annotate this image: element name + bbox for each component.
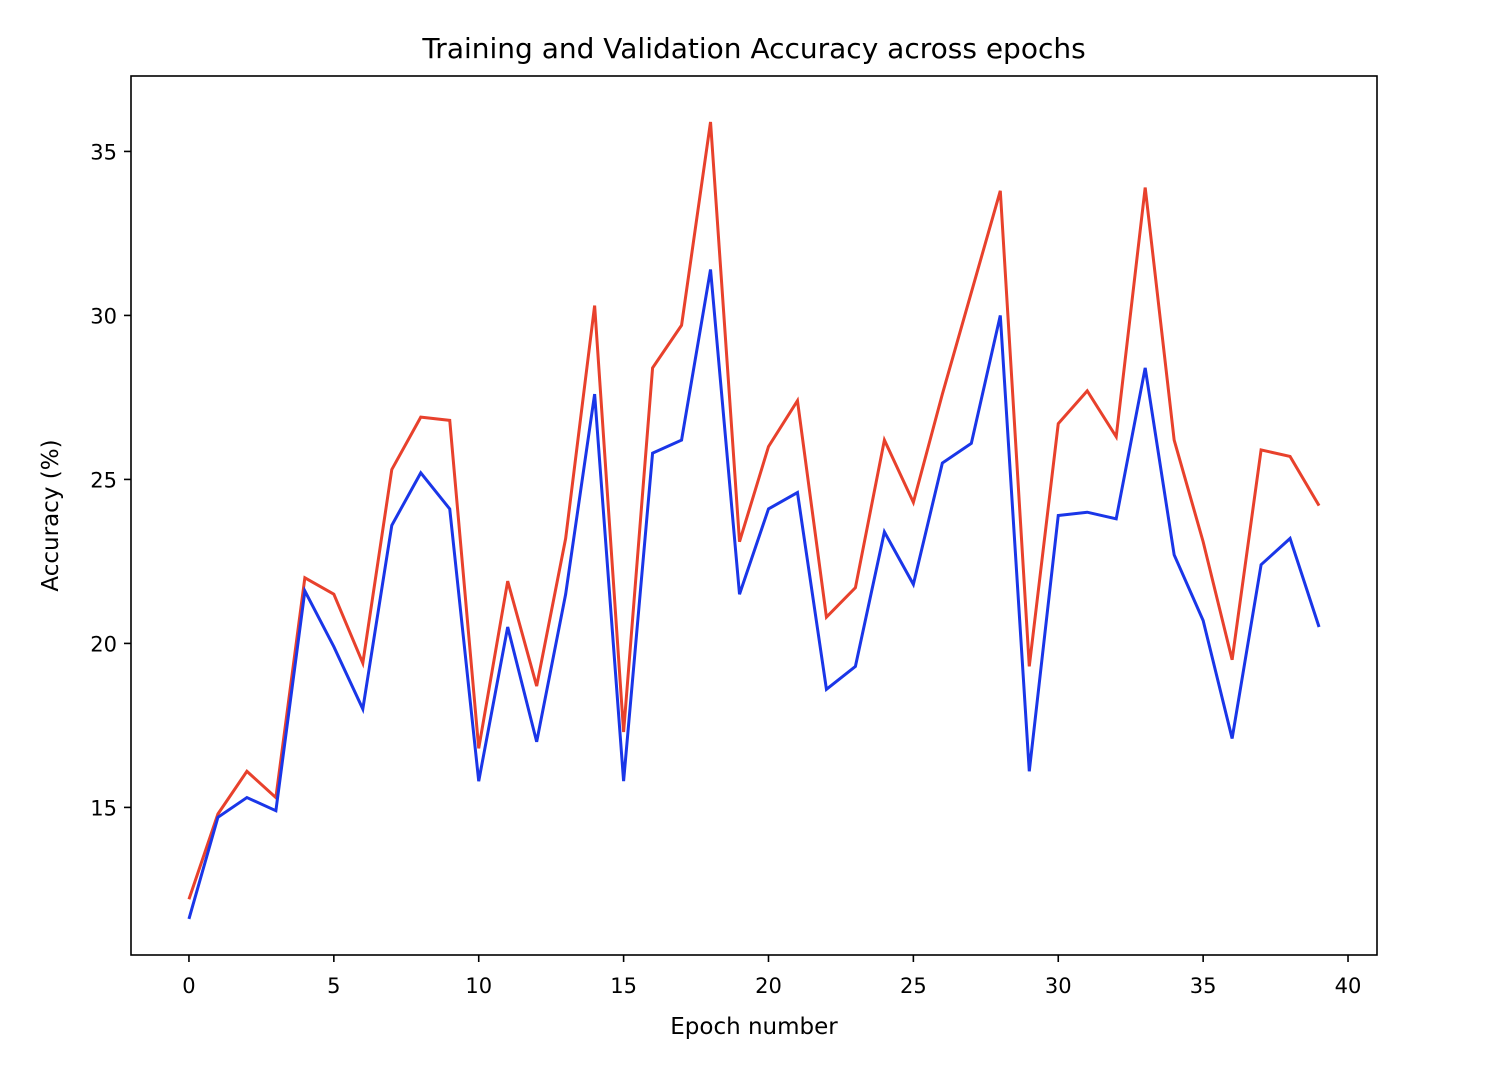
series-line-1 [187, 121, 1321, 900]
chart-title: Training and Validation Accuracy across … [421, 32, 1085, 65]
y-tick-label: 30 [90, 304, 117, 328]
x-axis-title: Epoch number [670, 1014, 838, 1040]
y-axis-ticks: 15 20 25 30 35 [90, 140, 131, 820]
y-axis-title: Accuracy (%) [38, 439, 64, 591]
series-line-2 [187, 269, 1321, 920]
x-tick-label: 0 [182, 974, 195, 998]
x-tick-label: 40 [1335, 974, 1362, 998]
x-tick-label: 35 [1190, 974, 1217, 998]
x-tick-label: 30 [1045, 974, 1072, 998]
plot-area [130, 75, 1378, 956]
y-tick-label: 25 [90, 468, 117, 492]
x-tick-label: 20 [755, 974, 782, 998]
series-layer [187, 121, 1321, 920]
x-tick-label: 10 [465, 974, 492, 998]
plot-frame [130, 75, 1378, 956]
y-tick-label: 15 [90, 796, 117, 820]
x-tick-label: 25 [900, 974, 927, 998]
x-tick-label: 5 [327, 974, 340, 998]
y-tick-label: 35 [90, 140, 117, 164]
x-axis-ticks: 0 5 10 15 20 25 30 35 40 [182, 955, 1361, 998]
x-tick-label: 15 [610, 974, 637, 998]
y-tick-label: 20 [90, 632, 117, 656]
